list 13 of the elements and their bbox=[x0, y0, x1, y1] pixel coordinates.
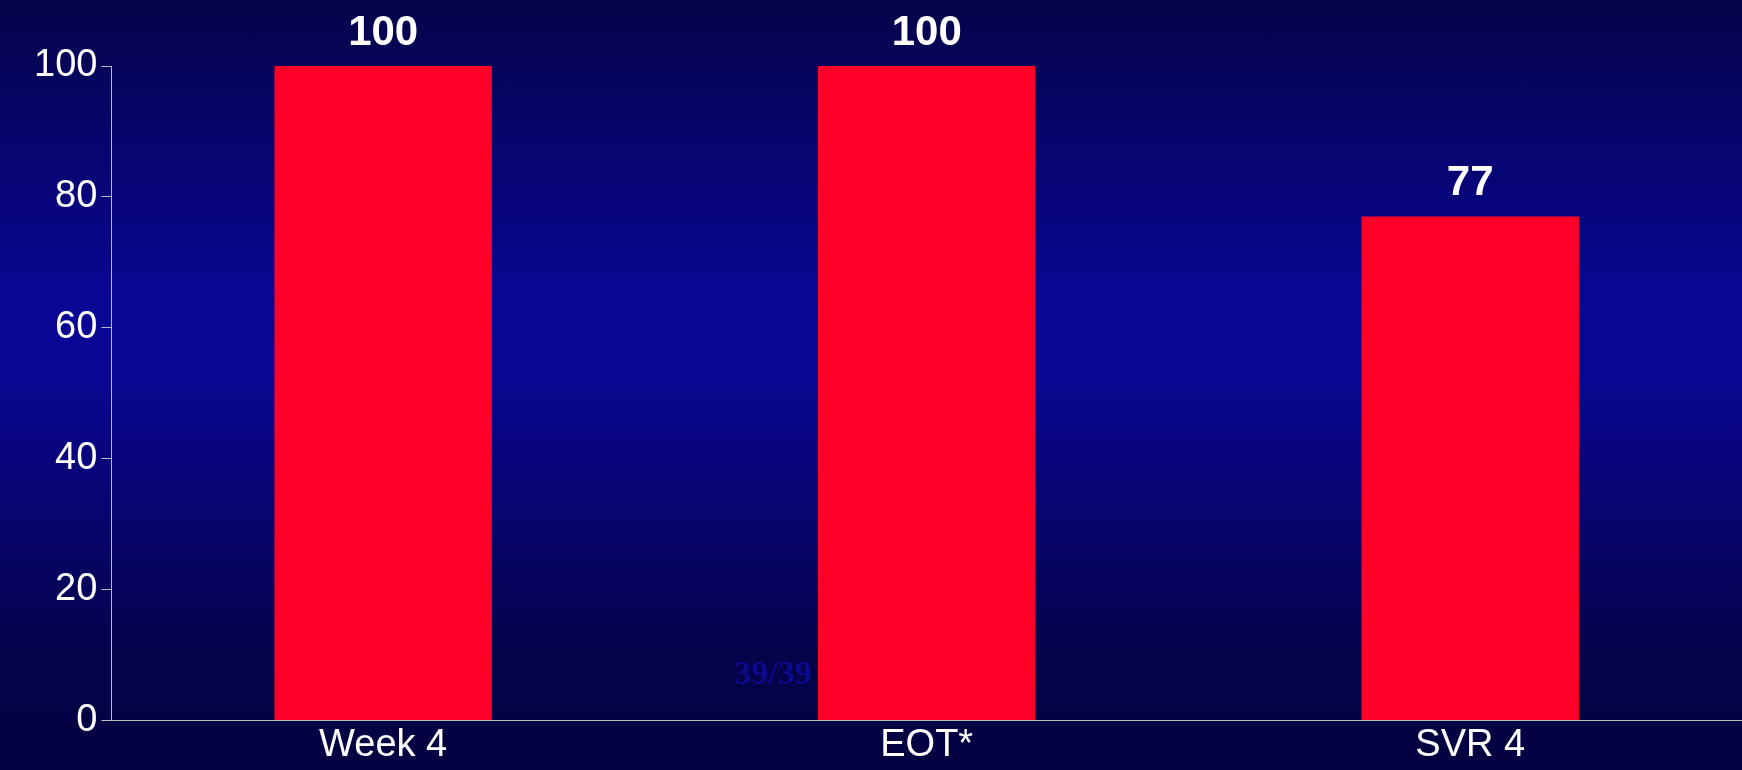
x-tick-label: EOT* bbox=[880, 721, 974, 764]
data-label: 77 bbox=[1446, 157, 1494, 205]
data-label: 100 bbox=[348, 6, 419, 54]
x-tick-label: SVR 4 bbox=[1415, 721, 1526, 764]
y-tick-label: 100 bbox=[34, 42, 98, 85]
y-tick-label: 60 bbox=[55, 304, 98, 347]
y-tick-label: 40 bbox=[55, 435, 98, 478]
data-label: 100 bbox=[891, 6, 962, 54]
y-tick-label: 80 bbox=[55, 173, 98, 216]
annotation: 39/39 bbox=[734, 654, 812, 692]
y-tick-label: 0 bbox=[76, 696, 98, 739]
x-tick-label: Week 4 bbox=[319, 721, 448, 764]
y-tick-label: 20 bbox=[55, 566, 98, 608]
